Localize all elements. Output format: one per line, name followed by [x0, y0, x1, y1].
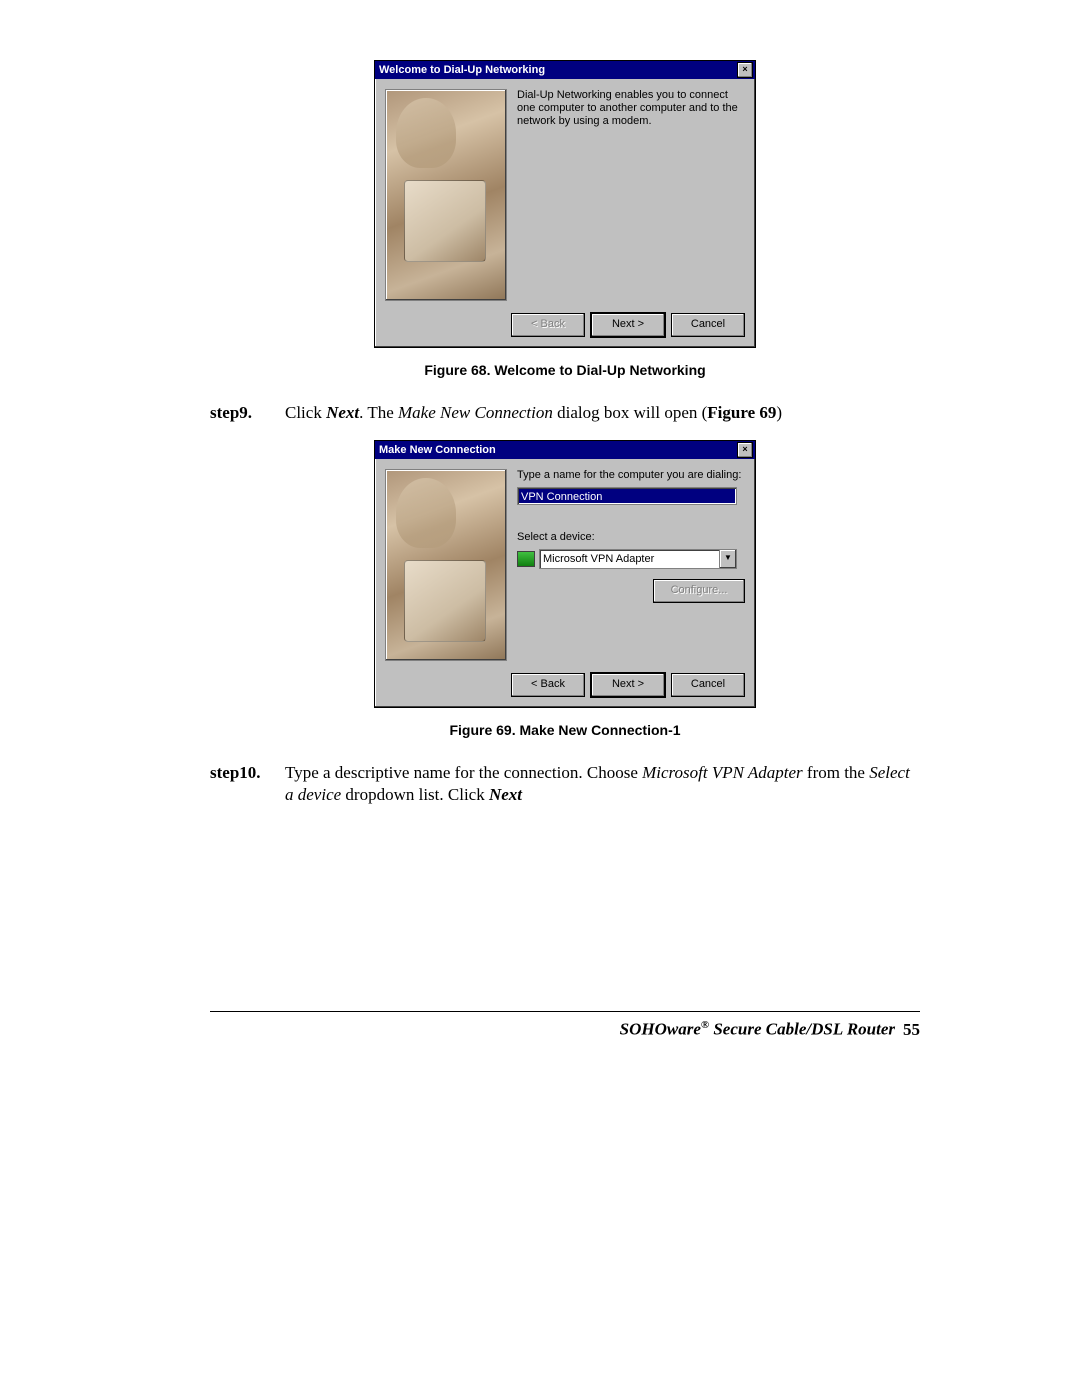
step9-body: Click Next. The Make New Connection dial…	[285, 402, 920, 424]
step9-mnc: Make New Connection	[398, 403, 553, 422]
step10-block: step10. Type a descriptive name for the …	[210, 762, 920, 806]
registered-mark-icon: ®	[701, 1019, 709, 1031]
close-icon[interactable]: ×	[737, 62, 753, 78]
adapter-icon	[517, 551, 535, 567]
step10-body: Type a descriptive name for the connecti…	[285, 762, 920, 806]
dialog2-sidebar-image	[385, 469, 507, 661]
footer-brand: SOHOware	[620, 1020, 701, 1039]
footer-rule	[210, 1011, 920, 1012]
next-button[interactable]: Next >	[591, 313, 665, 337]
step9-block: step9. Click Next. The Make New Connecti…	[210, 402, 920, 424]
back-button[interactable]: < Back	[511, 673, 585, 697]
figure-68-caption: Figure 68. Welcome to Dial-Up Networking	[210, 362, 920, 378]
dialog2-select-label: Select a device:	[517, 531, 745, 543]
device-select-value: Microsoft VPN Adapter	[543, 553, 654, 565]
step10-t1: Type a descriptive name for the connecti…	[285, 763, 642, 782]
step9-next: Next	[326, 403, 359, 422]
step10-t2: from the	[803, 763, 870, 782]
device-select[interactable]: Microsoft VPN Adapter ▼	[539, 549, 737, 569]
step9-fig: Figure 69	[707, 403, 776, 422]
close-icon[interactable]: ×	[737, 442, 753, 458]
dialog1-description: Dial-Up Networking enables you to connec…	[517, 89, 745, 128]
dialog2-title: Make New Connection	[379, 441, 496, 459]
step10-label: step10.	[210, 762, 285, 806]
footer-text: SOHOware® Secure Cable/DSL Router 55	[620, 1019, 920, 1040]
cancel-button[interactable]: Cancel	[671, 313, 745, 337]
step9-t4: )	[776, 403, 782, 422]
step10-adapter: Microsoft VPN Adapter	[642, 763, 803, 782]
footer-product: Secure Cable/DSL Router	[709, 1020, 895, 1039]
step9-label: step9.	[210, 402, 285, 424]
step9-t1: Click	[285, 403, 326, 422]
step9-t2: . The	[359, 403, 398, 422]
dialog-make-new-connection: Make New Connection × Type a name for th…	[374, 440, 756, 708]
next-button[interactable]: Next >	[591, 673, 665, 697]
configure-button: Configure...	[653, 579, 745, 603]
dialog2-titlebar: Make New Connection ×	[375, 441, 755, 459]
dialog-welcome-dun: Welcome to Dial-Up Networking × Dial-Up …	[374, 60, 756, 348]
chevron-down-icon[interactable]: ▼	[719, 550, 736, 568]
cancel-button[interactable]: Cancel	[671, 673, 745, 697]
step10-t3: dropdown list. Click	[341, 785, 489, 804]
dialog1-titlebar: Welcome to Dial-Up Networking ×	[375, 61, 755, 79]
dialog1-sidebar-image	[385, 89, 507, 301]
figure-69-caption: Figure 69. Make New Connection-1	[210, 722, 920, 738]
step9-t3: dialog box will open (	[553, 403, 707, 422]
page-number: 55	[903, 1020, 920, 1039]
back-button: < Back	[511, 313, 585, 337]
dialog2-prompt: Type a name for the computer you are dia…	[517, 469, 745, 481]
step10-next: Next	[489, 785, 522, 804]
dialog1-title: Welcome to Dial-Up Networking	[379, 61, 545, 79]
connection-name-input[interactable]: VPN Connection	[517, 487, 737, 505]
